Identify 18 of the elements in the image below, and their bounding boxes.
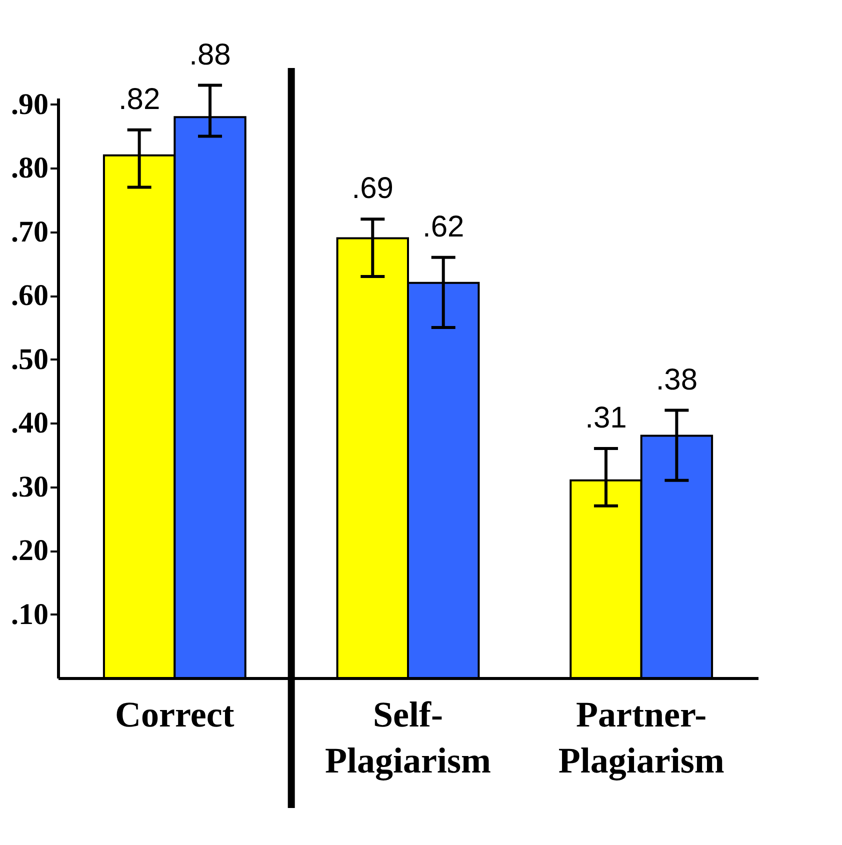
data-label: .69 [352,172,394,206]
x-tick-label: Correct [115,694,234,734]
x-tick-label: Partner-Plagiarism [558,694,724,780]
data-label: .31 [585,402,627,435]
data-label: .82 [118,82,160,116]
y-tick-label: .40 [11,406,48,440]
data-label: .88 [189,38,231,72]
data-label: .62 [422,210,464,244]
x-tick-label: Self-Plagiarism [325,694,491,780]
y-tick-label: .10 [11,598,48,631]
data-label: .38 [656,363,698,396]
y-tick-label: .50 [11,342,48,376]
y-tick-label: .30 [11,470,48,504]
y-tick-label: .60 [11,279,48,312]
y-tick-label: .70 [11,215,48,248]
y-tick-label: .20 [11,534,48,568]
y-tick-label: .80 [11,152,48,185]
y-tick-label: .90 [11,88,48,121]
